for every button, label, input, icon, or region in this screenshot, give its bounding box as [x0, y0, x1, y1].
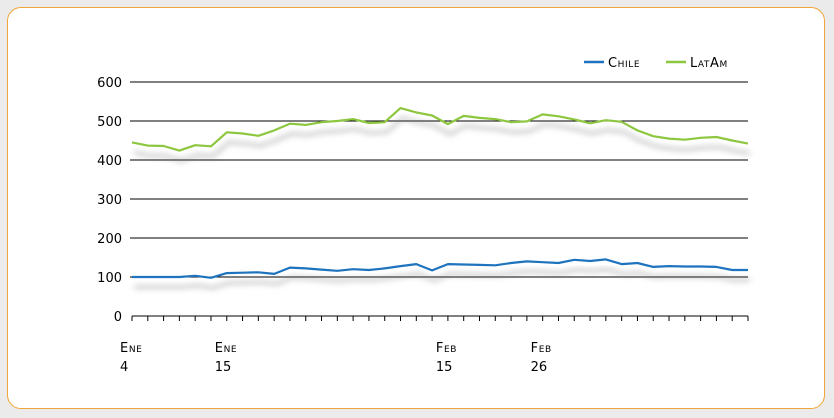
- x-tick-label-month: Feb: [531, 341, 552, 356]
- x-tick-label-day: 15: [436, 360, 453, 375]
- x-tick-label-month: Ene: [215, 341, 237, 356]
- x-tick-label-month: Ene: [120, 341, 142, 356]
- series-line-latam: [131, 106, 749, 152]
- y-tick-label: 400: [97, 154, 122, 169]
- y-tick-label: 500: [97, 115, 122, 130]
- y-tick-label: 600: [97, 76, 122, 91]
- chart-card: [7, 7, 825, 409]
- x-tick-label-day: 26: [531, 360, 548, 375]
- series-shadow: [133, 115, 751, 163]
- x-tick-label-day: 4: [120, 360, 128, 375]
- legend-label: LatAm: [690, 56, 728, 71]
- y-tick-label: 200: [97, 232, 122, 247]
- y-tick-label: 300: [97, 193, 122, 208]
- y-tick-label: 100: [97, 271, 122, 286]
- series-shadow: [134, 267, 750, 290]
- legend-label: Chile: [608, 56, 640, 71]
- x-tick-label-day: 15: [215, 360, 232, 375]
- series-line-chile: [132, 258, 748, 279]
- x-tick-label-month: Feb: [436, 341, 457, 356]
- y-tick-label: 0: [114, 310, 122, 325]
